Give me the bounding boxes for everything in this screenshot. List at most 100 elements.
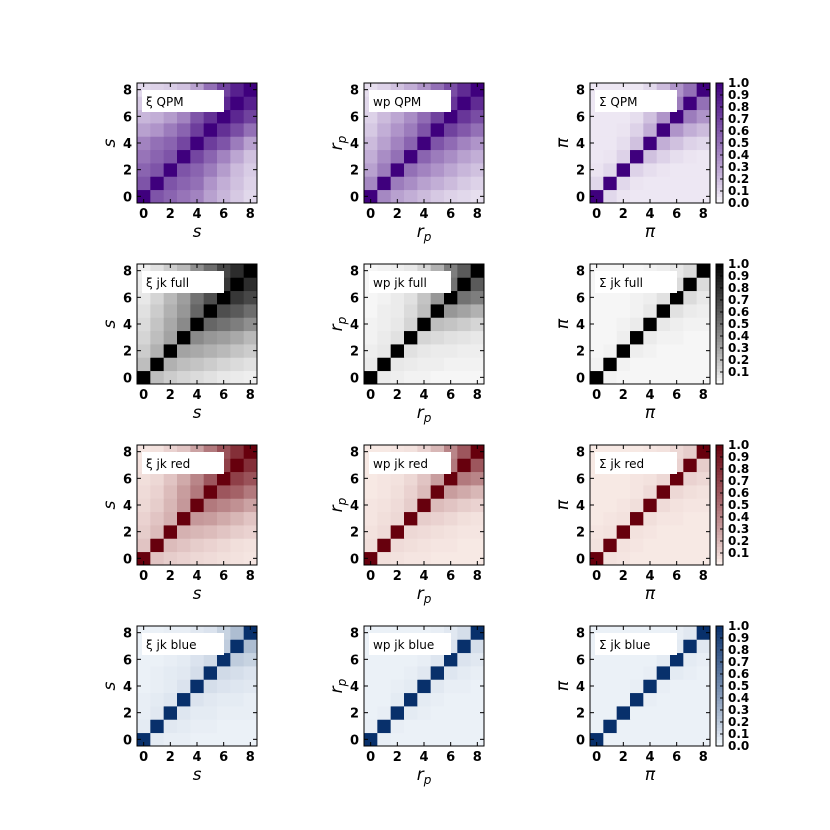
- heatmap-cell: [683, 551, 698, 566]
- heatmap-cell: [243, 277, 258, 292]
- colorbar-segment: [716, 502, 723, 506]
- heatmap-cell: [243, 692, 258, 707]
- heatmap-cell: [444, 176, 458, 191]
- panel-title-box: [369, 90, 451, 112]
- y-tick-label: 0: [123, 733, 132, 748]
- heatmap-cell: [417, 163, 432, 177]
- heatmap-cell: [364, 732, 378, 747]
- heatmap-cell: [243, 551, 258, 566]
- colorbar-tick-label: 0.6: [728, 305, 749, 319]
- heatmap-cell: [230, 330, 245, 345]
- colorbar-segment: [716, 122, 723, 126]
- heatmap-cell: [696, 538, 711, 553]
- heatmap-cell: [163, 149, 178, 164]
- heatmap-cell: [377, 706, 392, 720]
- y-tick-label: 8: [350, 265, 359, 280]
- x-axis-label: rp: [417, 765, 432, 787]
- heatmap-cell: [616, 123, 631, 137]
- colorbar-segment: [716, 309, 723, 313]
- heatmap-cell: [683, 692, 698, 707]
- colorbar-segment: [716, 505, 723, 509]
- heatmap-cell: [430, 511, 445, 526]
- heatmap-cell: [390, 666, 405, 680]
- y-tick-label: 0: [576, 733, 585, 748]
- heatmap-cell: [470, 511, 485, 526]
- heatmap-cell: [696, 639, 711, 654]
- heatmap-cell: [377, 163, 392, 177]
- heatmap-cell: [190, 344, 205, 358]
- y-tick-label: 6: [576, 653, 585, 668]
- heatmap-cell: [137, 732, 151, 747]
- y-tick-label: 6: [123, 110, 132, 125]
- colorbar-segment: [716, 544, 723, 548]
- x-tick-label: 6: [446, 388, 455, 403]
- y-axis-label: π: [553, 499, 573, 510]
- heatmap-cell: [470, 666, 485, 680]
- heatmap-cell: [590, 290, 604, 305]
- heatmap-cell: [404, 525, 418, 539]
- heatmap-cell: [203, 149, 218, 164]
- x-tick-label: 8: [699, 569, 708, 584]
- colorbar-segment: [716, 134, 723, 138]
- heatmap-cell: [444, 370, 458, 385]
- heatmap-cell: [177, 304, 191, 318]
- heatmap-cell: [417, 471, 432, 486]
- heatmap-cell: [150, 551, 165, 566]
- heatmap-cell: [696, 317, 711, 332]
- y-tick-label: 0: [123, 190, 132, 205]
- y-tick-label: 2: [576, 164, 585, 179]
- heatmap-cell: [590, 679, 604, 694]
- heatmap-cell: [603, 551, 618, 566]
- heatmap-cell: [163, 189, 178, 204]
- heatmap-cell: [417, 149, 432, 164]
- heatmap-cell: [656, 149, 671, 164]
- colorbar-segment: [716, 677, 723, 681]
- heatmap-cell: [656, 136, 671, 151]
- heatmap-cell: [230, 149, 245, 164]
- heatmap-cell: [364, 330, 378, 345]
- heatmap-cell: [457, 525, 472, 539]
- heatmap-cell: [217, 304, 231, 318]
- heatmap-cell: [696, 525, 711, 539]
- heatmap-cell: [243, 626, 258, 640]
- heatmap-cell: [417, 551, 432, 566]
- heatmap-cell: [190, 471, 205, 486]
- heatmap-cell: [377, 357, 392, 372]
- heatmap-cell: [656, 189, 671, 204]
- heatmap-cell: [696, 719, 711, 734]
- panel-title: ξ jk blue: [146, 638, 197, 652]
- heatmap-cell: [683, 357, 698, 372]
- colorbar-segment: [716, 626, 723, 630]
- y-tick-label: 6: [123, 472, 132, 487]
- heatmap-cell: [364, 719, 378, 734]
- colorbar-segment: [716, 131, 723, 135]
- heatmap-cell: [656, 525, 671, 539]
- x-tick-label: 0: [366, 750, 375, 765]
- colorbar-segment: [716, 725, 723, 729]
- heatmap-cell: [243, 498, 258, 513]
- heatmap-cell: [177, 485, 191, 499]
- panel-title-box: [369, 633, 451, 655]
- heatmap-cell: [217, 109, 231, 124]
- y-tick-label: 2: [350, 164, 359, 179]
- heatmap-cell: [590, 706, 604, 720]
- y-tick-label: 4: [576, 499, 585, 514]
- heatmap-cell: [457, 149, 472, 164]
- heatmap-cell: [417, 719, 432, 734]
- heatmap-cell: [230, 277, 245, 292]
- heatmap-cell: [217, 357, 231, 372]
- x-tick-label: 0: [592, 569, 601, 584]
- heatmap-cell: [364, 163, 378, 177]
- colorbar-segment: [716, 179, 723, 183]
- heatmap-cell: [390, 679, 405, 694]
- heatmap-cell: [190, 666, 205, 680]
- colorbar-segment: [716, 285, 723, 289]
- heatmap-cell: [390, 330, 405, 345]
- x-axis-label: π: [645, 584, 656, 604]
- colorbar-segment: [716, 89, 723, 93]
- heatmap-cell: [430, 732, 445, 747]
- colorbar-segment: [716, 158, 723, 162]
- colorbar-segment: [716, 668, 723, 672]
- heatmap-cell: [377, 176, 392, 191]
